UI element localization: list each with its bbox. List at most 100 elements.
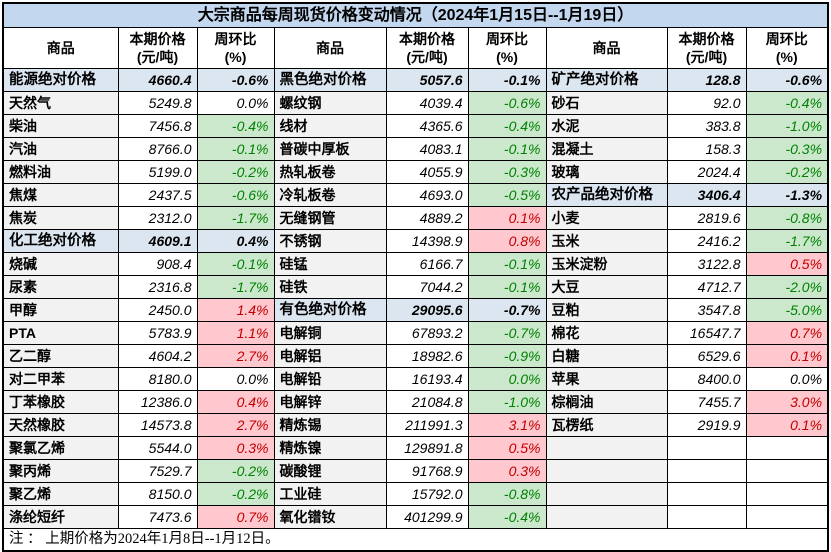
commodity-cell: 工业硅 [273, 482, 387, 506]
commodity-cell: 硅铁 [273, 275, 387, 299]
price-cell: 5783.9 [117, 321, 198, 345]
commodity-cell: 硅锰 [273, 252, 387, 276]
wow-change-cell: 0.5% [467, 436, 547, 460]
price-header-line1: 本期价格 [399, 30, 455, 47]
commodity-cell: 瓦楞纸 [545, 413, 668, 437]
commodity-cell: 普碳中厚板 [273, 137, 387, 161]
table-row: 化工绝对价格 4609.1 0.4% 不锈钢 14398.9 0.8% 玉米 2416.2 -1… [2, 229, 829, 253]
wow-change-cell: 0.3% [467, 459, 547, 483]
commodity-cell: 烧碱 [2, 252, 119, 276]
wow-change-cell: -0.1% [196, 252, 275, 276]
commodity-cell: 小麦 [545, 206, 668, 230]
table-row: 燃料油 5199.0 -0.2% 热轧板卷 4055.9 -0.3% 玻璃 2024.4 -0.… [2, 160, 829, 184]
wow-change-cell: 2.7% [196, 344, 275, 368]
wow-header-line1: 周环比 [765, 30, 808, 47]
title-row: 大宗商品每周现货价格变动情况（2024年1月15日--1月19日） [2, 2, 829, 28]
wow-change-cell: 0.0% [467, 367, 547, 391]
wow-change-cell: -0.4% [196, 114, 275, 138]
wow-change-cell: -1.7% [745, 229, 829, 253]
table-row: 聚乙烯 8150.0 -0.2% 工业硅 15792.0 -0.8% [2, 482, 829, 506]
wow-change-cell [745, 482, 829, 506]
commodity-cell: 对二甲苯 [2, 367, 119, 391]
price-cell: 7456.8 [117, 114, 198, 138]
price-cell: 4889.2 [385, 206, 469, 230]
table-row: 天然橡胶 14573.8 2.7% 精炼锡 211991.3 3.1% 瓦楞纸 2919.9 0… [2, 413, 829, 437]
wow-change-cell [745, 505, 829, 529]
price-cell: 908.4 [117, 252, 198, 276]
price-cell [666, 436, 747, 460]
price-cell: 4039.4 [385, 91, 469, 115]
price-cell: 4660.4 [117, 68, 198, 92]
wow-change-cell: -0.7% [467, 321, 547, 345]
wow-change-cell: 0.4% [196, 390, 275, 414]
commodity-cell: 矿产绝对价格 [545, 68, 668, 92]
wow-change-cell [745, 459, 829, 483]
wow-change-cell: -0.4% [467, 114, 547, 138]
wow-change-cell: -1.7% [196, 275, 275, 299]
price-cell: 2919.9 [666, 413, 747, 437]
commodity-cell: 螺纹钢 [273, 91, 387, 115]
price-cell: 7529.7 [117, 459, 198, 483]
commodity-cell: 热轧板卷 [273, 160, 387, 184]
price-cell: 16193.4 [385, 367, 469, 391]
wow-header-line1: 周环比 [486, 30, 528, 47]
price-cell: 6166.7 [385, 252, 469, 276]
price-cell: 2316.8 [117, 275, 198, 299]
commodity-cell: 天然气 [2, 91, 119, 115]
table-row: 天然气 5249.8 0.0% 螺纹钢 4039.4 -0.6% 砂石 92.0 -0.4% [2, 91, 829, 115]
commodity-cell: 电解铝 [273, 344, 387, 368]
commodity-cell: 化工绝对价格 [2, 229, 119, 253]
wow-change-cell: -0.1% [196, 137, 275, 161]
price-cell: 7473.6 [117, 505, 198, 529]
price-cell: 92.0 [666, 91, 747, 115]
wow-change-cell: -0.1% [467, 68, 547, 92]
page-title: 大宗商品每周现货价格变动情况（2024年1月15日--1月19日） [2, 2, 829, 28]
commodity-cell: 不锈钢 [273, 229, 387, 253]
wow-header-line2: (%) [496, 49, 518, 65]
wow-change-cell: -0.8% [745, 206, 829, 230]
price-cell: 8150.0 [117, 482, 198, 506]
wow-change-cell: 0.1% [745, 413, 829, 437]
price-cell: 4693.0 [385, 183, 469, 207]
price-cell: 8766.0 [117, 137, 198, 161]
price-cell: 383.8 [666, 114, 747, 138]
commodity-cell: 精炼锡 [273, 413, 387, 437]
wow-header-line2: (%) [224, 49, 247, 65]
price-header-line2: (元/吨) [406, 49, 448, 65]
wow-change-cell: 0.0% [745, 367, 829, 391]
price-header-line2: (元/吨) [136, 49, 179, 65]
price-cell: 67893.2 [385, 321, 469, 345]
commodity-cell: 乙二醇 [2, 344, 119, 368]
commodity-cell: 柴油 [2, 114, 119, 138]
price-header-line1: 本期价格 [129, 30, 186, 47]
wow-change-cell: -0.5% [467, 183, 547, 207]
price-cell: 2024.4 [666, 160, 747, 184]
table-row: 柴油 7456.8 -0.4% 线材 4365.6 -0.4% 水泥 383.8 -1.0% [2, 114, 829, 138]
price-cell: 4365.6 [385, 114, 469, 138]
price-cell [666, 505, 747, 529]
price-cell: 129891.8 [385, 436, 469, 460]
commodity-cell: 黑色绝对价格 [273, 68, 387, 92]
commodity-cell: 苹果 [545, 367, 668, 391]
wow-change-cell: 3.1% [467, 413, 547, 437]
table-row: 烧碱 908.4 -0.1% 硅锰 6166.7 -0.1% 玉米淀粉 3122.8 0.5% [2, 252, 829, 276]
commodity-cell: 无缝钢管 [273, 206, 387, 230]
commodity-cell: 有色绝对价格 [273, 298, 387, 322]
wow-header-line2: (%) [775, 49, 798, 65]
commodity-cell: 玉米淀粉 [545, 252, 668, 276]
price-cell: 5199.0 [117, 160, 198, 184]
price-cell: 91768.9 [385, 459, 469, 483]
commodity-cell: 天然橡胶 [2, 413, 119, 437]
commodity-cell: 玻璃 [545, 160, 668, 184]
wow-change-cell: 1.1% [196, 321, 275, 345]
table-row: 甲醇 2450.0 1.4% 有色绝对价格 29095.6 -0.7% 豆粕 3547.8 -5… [2, 298, 829, 322]
wow-change-cell: -0.6% [196, 183, 275, 207]
wow-change-cell: -0.1% [467, 137, 547, 161]
commodity-cell [545, 482, 668, 506]
header-row: 商品 本期价格 (元/吨) 周环比 (%) 商品 本期价格 (元/吨) 周环比 … [2, 27, 829, 69]
price-cell: 4083.1 [385, 137, 469, 161]
table-row: 能源绝对价格 4660.4 -0.6% 黑色绝对价格 5057.6 -0.1% 矿产绝对价格… [2, 68, 829, 92]
table-row: 聚氯乙烯 5544.0 0.3% 精炼镍 129891.8 0.5% [2, 436, 829, 460]
price-cell: 5057.6 [385, 68, 469, 92]
table-row: 尿素 2316.8 -1.7% 硅铁 7044.2 -0.1% 大豆 4712.7 -2.0% [2, 275, 829, 299]
